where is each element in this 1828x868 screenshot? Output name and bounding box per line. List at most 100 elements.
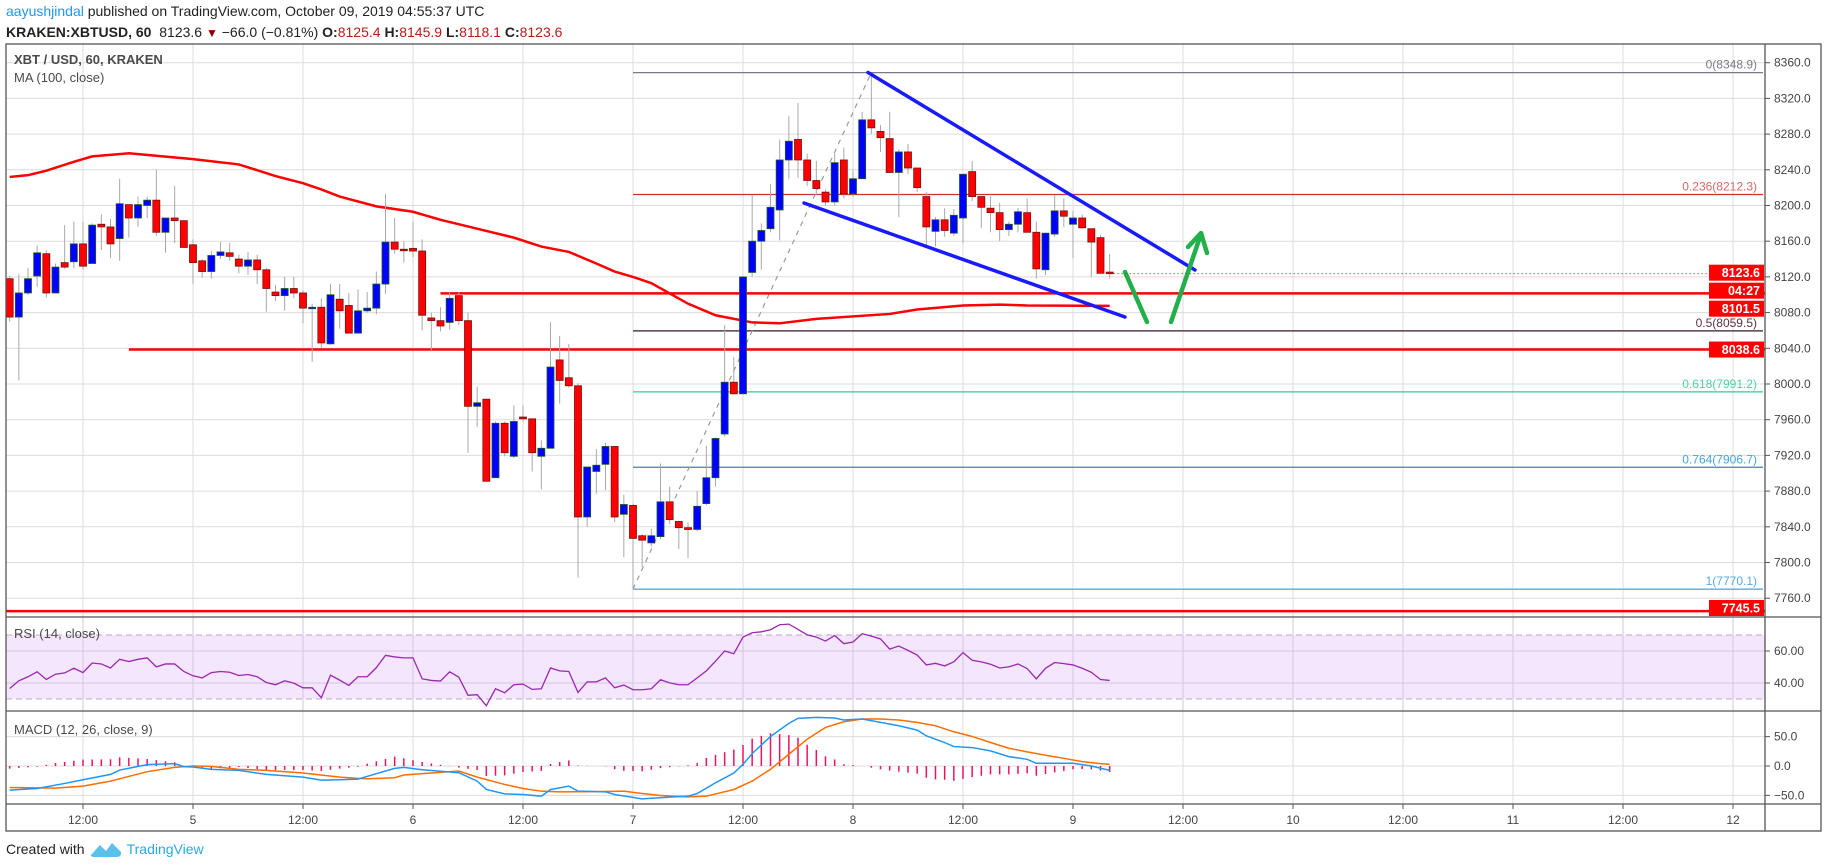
macd-legend[interactable]: MACD (12, 26, close, 9) bbox=[14, 722, 153, 737]
candle bbox=[849, 169, 857, 197]
time-tick-label: 12:00 bbox=[508, 813, 538, 827]
bar-countdown-tag-label: 04:27 bbox=[1728, 284, 1760, 298]
candle bbox=[775, 139, 784, 241]
candle-body bbox=[454, 295, 463, 322]
time-tick-label: 12:00 bbox=[1608, 813, 1638, 827]
candle bbox=[537, 440, 546, 490]
symbol-label: KRAKEN:XBTUSD, 60 bbox=[6, 24, 152, 40]
level-price-tag: 8101.5 bbox=[1709, 300, 1764, 317]
up-arrow-head-icon bbox=[1185, 230, 1210, 256]
time-tick-label: 12:00 bbox=[68, 813, 98, 827]
author-link[interactable]: aayushjindal bbox=[6, 3, 84, 19]
candle bbox=[592, 449, 601, 494]
open-value: 8125.4 bbox=[337, 24, 381, 40]
candle bbox=[766, 184, 775, 233]
candle-body bbox=[418, 250, 427, 316]
candle-body bbox=[711, 438, 720, 479]
candle bbox=[289, 276, 298, 299]
candle bbox=[344, 292, 353, 334]
candle-body bbox=[436, 320, 445, 327]
rsi-legend[interactable]: RSI (14, close) bbox=[14, 626, 100, 641]
candle bbox=[216, 242, 225, 260]
candle bbox=[354, 289, 362, 334]
candle-body bbox=[729, 381, 738, 395]
candle bbox=[940, 208, 949, 237]
time-tick-label: 12:00 bbox=[1168, 813, 1198, 827]
candle-body bbox=[427, 317, 436, 322]
candle-body bbox=[858, 119, 867, 180]
price-change: −66.0 (−0.81%) bbox=[221, 24, 319, 40]
candle-body bbox=[271, 291, 280, 297]
candle-body bbox=[170, 217, 179, 222]
rsi-tick-label: 40.00 bbox=[1774, 676, 1804, 690]
candle bbox=[106, 218, 115, 259]
candle-body bbox=[528, 418, 537, 454]
candle-body bbox=[335, 298, 344, 312]
candle-body bbox=[803, 159, 812, 181]
price-tick-label: 7960.0 bbox=[1774, 413, 1811, 427]
candle bbox=[1032, 221, 1041, 279]
price-axis[interactable]: 8360.0 8320.0 8280.0 8240.0 8200.0 8160.0 8120… bbox=[1765, 56, 1811, 803]
footer: Created with TradingView bbox=[6, 840, 204, 858]
candle-body bbox=[464, 320, 472, 407]
candle-body bbox=[977, 196, 986, 208]
candle bbox=[729, 357, 738, 395]
candle-body bbox=[225, 252, 234, 257]
candle bbox=[913, 167, 922, 193]
close-value: 8123.6 bbox=[519, 24, 563, 40]
candle bbox=[124, 204, 133, 238]
candle bbox=[189, 239, 197, 285]
candle bbox=[885, 111, 894, 173]
candle bbox=[647, 528, 656, 547]
candle bbox=[601, 442, 610, 491]
price-tick-label: 8280.0 bbox=[1774, 127, 1811, 141]
candle-body bbox=[885, 138, 894, 173]
candle-body bbox=[748, 240, 757, 273]
candle bbox=[803, 153, 812, 186]
rsi-band bbox=[6, 635, 1765, 699]
candle-body bbox=[253, 259, 262, 271]
candle-body bbox=[574, 385, 582, 518]
candle bbox=[794, 102, 802, 178]
price-tick-label: 8000.0 bbox=[1774, 377, 1811, 391]
level-price-tag-bg bbox=[1709, 600, 1764, 616]
high-value: 8145.9 bbox=[399, 24, 443, 40]
candle bbox=[427, 312, 436, 351]
down-triangle-icon: ▼ bbox=[205, 26, 218, 40]
level-price-tag: 8038.6 bbox=[1709, 341, 1764, 358]
chart-border bbox=[5, 43, 1822, 832]
price-tick-label: 7800.0 bbox=[1774, 556, 1811, 570]
tradingview-brand[interactable]: TradingView bbox=[126, 841, 204, 857]
time-tick-label: 7 bbox=[630, 813, 637, 827]
price-tick-label: 7880.0 bbox=[1774, 484, 1811, 498]
candle bbox=[555, 335, 564, 404]
tradingview-logo-icon bbox=[90, 843, 121, 857]
candle-body bbox=[473, 402, 482, 407]
ma-legend[interactable]: MA (100, close) bbox=[14, 70, 105, 85]
candle bbox=[143, 196, 152, 218]
candle bbox=[1041, 232, 1050, 276]
candle-body bbox=[619, 504, 628, 515]
macd-line bbox=[9, 716, 1110, 800]
candle-body bbox=[519, 416, 527, 420]
last-price-tag: 8123.6 bbox=[1709, 264, 1764, 281]
candle bbox=[674, 521, 683, 550]
candle bbox=[60, 225, 69, 269]
candle-body bbox=[280, 288, 289, 297]
time-axis[interactable]: 12:00 5 12:00 6 12:00 7 12:00 8 12:00 9 12:00 10 12:… bbox=[68, 804, 1740, 827]
candle-body bbox=[409, 247, 417, 252]
candle-body bbox=[959, 173, 967, 219]
candle bbox=[152, 169, 161, 236]
price-tick-label: 7920.0 bbox=[1774, 448, 1811, 462]
candle bbox=[574, 383, 582, 578]
candle-body bbox=[179, 220, 188, 248]
candle-body bbox=[299, 292, 307, 309]
created-with-text: Created with bbox=[6, 841, 85, 857]
candle bbox=[867, 72, 876, 135]
series-legend[interactable]: XBT / USD, 60, KRAKEN bbox=[14, 52, 163, 67]
lower-trendline bbox=[802, 201, 1127, 319]
level-price-tag-bg bbox=[1709, 341, 1764, 358]
candle bbox=[509, 405, 518, 459]
candle bbox=[170, 185, 179, 243]
